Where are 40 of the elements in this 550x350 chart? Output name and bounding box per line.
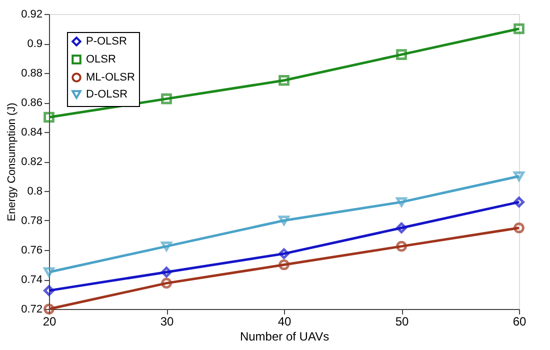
y-tick-label: 0.72 — [21, 304, 42, 316]
point — [161, 241, 172, 252]
y-axis-title: Energy Consumption (J) — [6, 102, 18, 222]
x-axis-title: Number of UAVs — [240, 330, 330, 344]
point — [514, 196, 524, 208]
x-tick-label: 50 — [395, 314, 409, 328]
legend-label: ML-OLSR — [86, 72, 135, 84]
y-tick-label: 0.74 — [21, 274, 42, 286]
y-tick-label: 0.9 — [27, 38, 42, 50]
point — [161, 278, 172, 289]
y-tick-label: 0.76 — [21, 244, 42, 256]
point — [278, 248, 290, 260]
point — [44, 285, 54, 296]
y-tick-label: 0.78 — [21, 215, 42, 227]
point — [161, 93, 172, 104]
point — [278, 216, 290, 226]
point — [396, 222, 407, 234]
x-tick-label: 20 — [42, 314, 56, 328]
y-tick-label: 0.82 — [21, 156, 42, 168]
legend-label: P-OLSR — [86, 36, 128, 48]
x-tick-label: 40 — [278, 314, 292, 328]
legend-label: OLSR — [86, 54, 116, 66]
y-tick-label: 0.86 — [21, 97, 42, 109]
point — [161, 266, 172, 278]
y-tick-label: 0.8 — [27, 186, 42, 198]
x-tick-label: 60 — [512, 314, 526, 328]
point — [278, 259, 290, 270]
point — [396, 240, 407, 252]
y-tick-label: 0.92 — [21, 8, 42, 20]
point — [514, 171, 524, 182]
point — [278, 74, 290, 86]
point — [44, 112, 54, 123]
x-tick-label: 30 — [160, 314, 174, 328]
point — [44, 267, 54, 277]
y-tick-label: 0.84 — [21, 126, 42, 138]
y-tick-label: 0.88 — [21, 68, 42, 80]
point — [514, 23, 524, 34]
point — [396, 49, 407, 60]
legend-label: D-OLSR — [86, 88, 128, 100]
point — [396, 197, 407, 207]
